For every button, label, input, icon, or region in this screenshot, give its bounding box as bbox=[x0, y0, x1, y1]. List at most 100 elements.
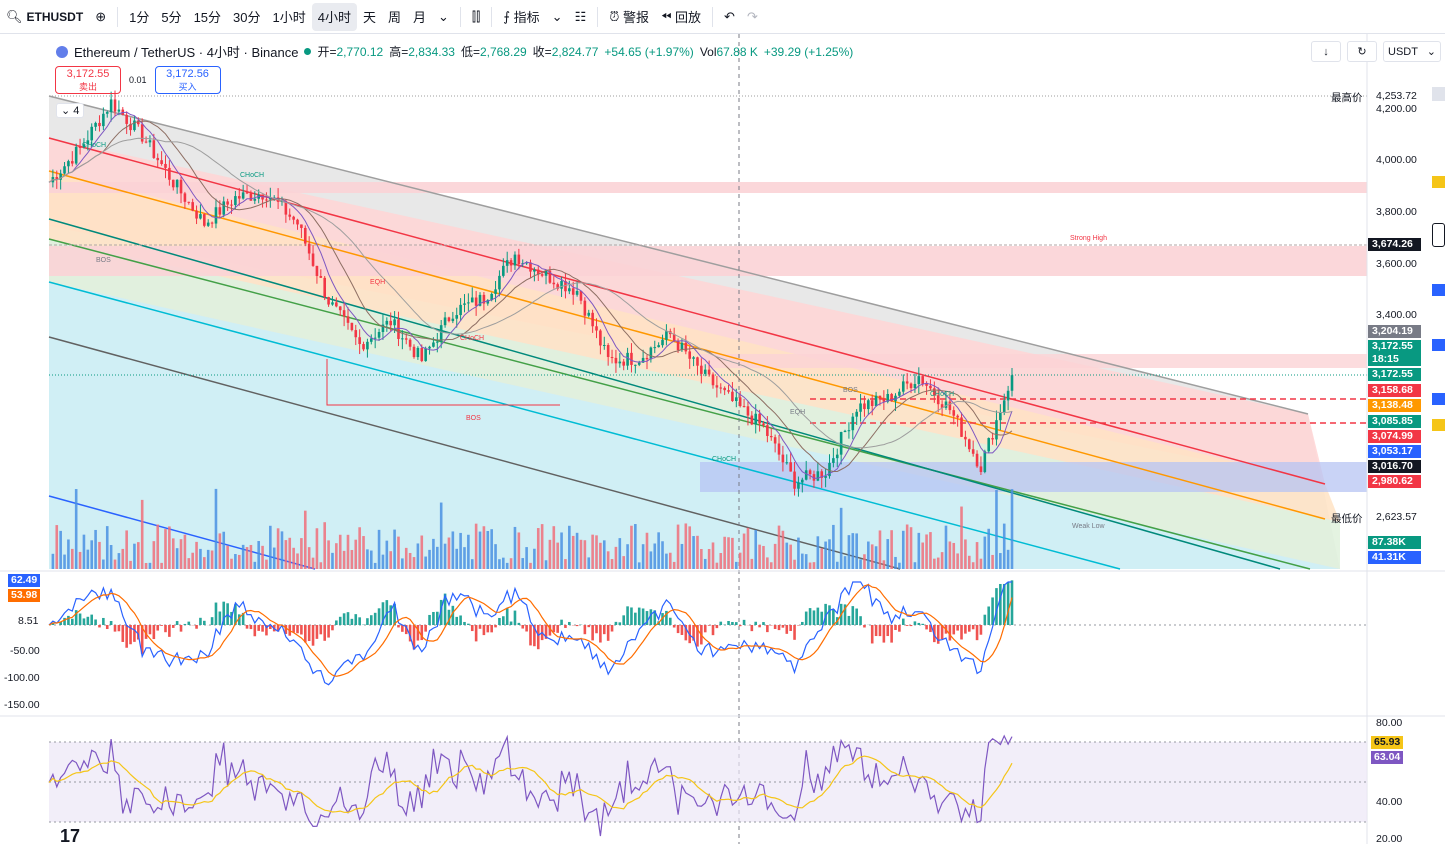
volume-bar bbox=[106, 526, 109, 569]
volume-bar bbox=[273, 548, 276, 569]
sell-button[interactable]: 3,172.55 卖出 bbox=[55, 66, 121, 94]
interval-button[interactable]: 1分 bbox=[123, 3, 155, 31]
alert-marker-icon[interactable] bbox=[1432, 284, 1445, 296]
symbol-search[interactable]: 🔍︎ ETHUSDT bbox=[0, 3, 89, 31]
macd-histogram-bar bbox=[890, 625, 893, 643]
highest-price-value: 4,253.72 bbox=[1376, 90, 1417, 102]
interval-button[interactable]: 月 bbox=[407, 3, 432, 31]
interval-button[interactable]: 1小时 bbox=[267, 3, 312, 31]
volume-bar bbox=[762, 546, 765, 569]
macd-histogram-bar bbox=[591, 625, 594, 640]
chevron-down-icon: ⌄ bbox=[438, 9, 449, 25]
candle bbox=[238, 196, 241, 198]
candle bbox=[708, 370, 711, 375]
alert-marker-icon[interactable] bbox=[1432, 419, 1445, 431]
reset-scale-button[interactable]: ↻ bbox=[1347, 41, 1377, 62]
volume-bar bbox=[716, 563, 719, 569]
macd-histogram-bar bbox=[739, 625, 742, 626]
scroll-handle[interactable] bbox=[1432, 223, 1445, 247]
volume-bar bbox=[187, 558, 190, 569]
volume-bar bbox=[1007, 550, 1010, 569]
macd-histogram-bar bbox=[327, 625, 330, 638]
candle bbox=[141, 124, 144, 141]
candle bbox=[984, 451, 987, 472]
candle bbox=[801, 480, 804, 483]
indicators-button[interactable]: ⨍ 指标 bbox=[497, 3, 545, 31]
scroll-to-latest-button[interactable]: ↓ bbox=[1311, 41, 1341, 62]
macd-histogram-bar bbox=[106, 625, 109, 629]
supply-zone bbox=[49, 246, 1367, 276]
candle bbox=[518, 255, 521, 264]
undo-button[interactable]: ↶ bbox=[718, 3, 741, 31]
grid-icon: ☷ bbox=[575, 9, 587, 25]
volume-bar bbox=[269, 526, 272, 569]
candle bbox=[952, 410, 955, 416]
layout-button[interactable]: ☷ bbox=[569, 3, 593, 31]
volume-bar bbox=[708, 549, 711, 569]
volume-bar bbox=[518, 532, 521, 569]
volume-bar bbox=[747, 528, 750, 569]
macd-histogram-bar bbox=[498, 618, 501, 625]
panel-toggle-icon[interactable] bbox=[1432, 87, 1445, 101]
volume-bar bbox=[409, 553, 412, 569]
volume-bar bbox=[980, 559, 983, 569]
indicators-dropdown[interactable]: ⌄ bbox=[546, 3, 569, 31]
chart-type-button[interactable]: ⫿⫿ bbox=[466, 3, 486, 31]
macd-histogram-bar bbox=[172, 625, 175, 628]
candle bbox=[653, 347, 656, 348]
alert-marker-icon[interactable] bbox=[1432, 339, 1445, 351]
alert-button[interactable]: ⏰︎ 警报 bbox=[603, 3, 655, 31]
interval-button[interactable]: 周 bbox=[382, 3, 407, 31]
price-tag: 3,674.26 bbox=[1368, 238, 1421, 251]
volume-bar bbox=[265, 560, 268, 569]
candle bbox=[875, 396, 878, 406]
alert-marker-icon[interactable] bbox=[1432, 393, 1445, 405]
rsi-pane[interactable] bbox=[49, 736, 1367, 836]
candle bbox=[401, 338, 404, 339]
candle bbox=[871, 400, 874, 406]
macd-histogram-bar bbox=[219, 612, 222, 625]
price-tag: 3,138.48 bbox=[1368, 399, 1421, 412]
currency-select[interactable]: USDT ⌄ bbox=[1383, 41, 1441, 62]
volume-bar bbox=[984, 537, 987, 569]
indicator-icon: ⨍ bbox=[503, 9, 513, 25]
macd-histogram-bar bbox=[863, 625, 866, 627]
candle bbox=[110, 99, 113, 112]
interval-button[interactable]: 30分 bbox=[227, 3, 266, 31]
candle bbox=[90, 127, 93, 141]
undo-icon: ↶ bbox=[724, 9, 735, 25]
chart-top-right-controls: ↓ ↻ USDT ⌄ bbox=[1311, 41, 1441, 62]
redo-button[interactable]: ↷ bbox=[741, 3, 764, 31]
interval-button[interactable]: 天 bbox=[357, 3, 382, 31]
macd-histogram-bar bbox=[246, 625, 249, 629]
candle bbox=[774, 437, 777, 443]
interval-button[interactable]: 15分 bbox=[188, 3, 227, 31]
change-value: +54.65 (+1.97%) bbox=[604, 45, 693, 59]
alert-marker-icon[interactable] bbox=[1432, 176, 1445, 188]
candle bbox=[386, 321, 389, 325]
choch-annotation: CHoCH bbox=[82, 142, 106, 149]
volume-bar bbox=[490, 529, 493, 569]
volume-bar bbox=[153, 541, 156, 569]
macd-histogram-bar bbox=[898, 625, 901, 632]
volume-bar bbox=[646, 533, 649, 569]
macd-histogram-bar bbox=[199, 618, 202, 625]
candle bbox=[758, 414, 761, 424]
candle bbox=[727, 390, 730, 392]
interval-dropdown[interactable]: ⌄ bbox=[432, 3, 455, 31]
indicator-collapse-button[interactable]: ⌄ 4 bbox=[56, 103, 84, 118]
price-tag: 3,085.85 bbox=[1368, 415, 1421, 428]
interval-button[interactable]: 5分 bbox=[155, 3, 187, 31]
interval-button[interactable]: 4小时 bbox=[312, 3, 357, 31]
buy-button[interactable]: 3,172.56 买入 bbox=[155, 66, 221, 94]
volume-bar bbox=[774, 544, 777, 569]
candle bbox=[467, 302, 470, 303]
macd-histogram-bar bbox=[809, 608, 812, 625]
replay-button[interactable]: ⏪︎ 回放 bbox=[655, 3, 707, 31]
candle bbox=[428, 347, 431, 349]
legend-title[interactable]: Ethereum / TetherUS · 4小时 · Binance bbox=[74, 42, 298, 61]
add-symbol-button[interactable]: ⊕ bbox=[89, 3, 112, 31]
volume-bar bbox=[55, 525, 58, 569]
